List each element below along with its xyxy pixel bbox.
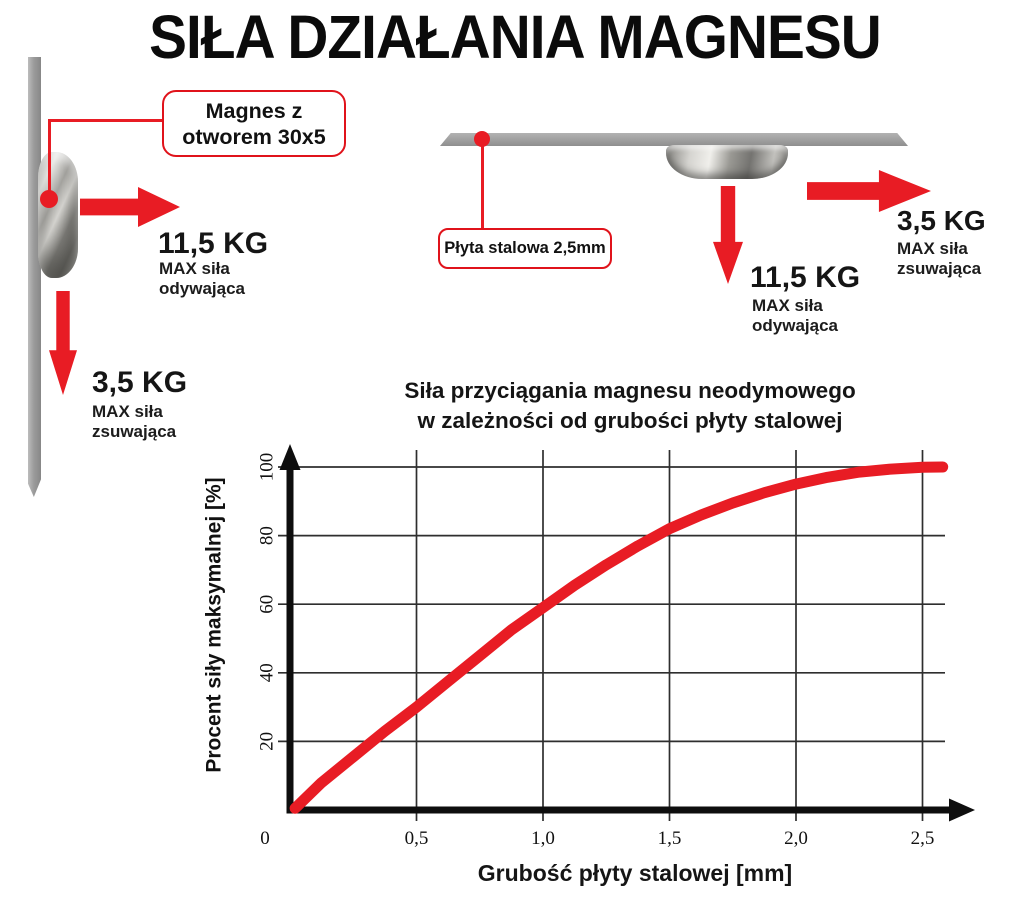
slide-force-caption: MAX siła zsuwająca xyxy=(897,239,982,278)
magnet-callout: Magnes z otworem 30x5 xyxy=(162,90,346,157)
slide-force-value: 3,5 KG xyxy=(897,205,986,236)
steel-plate-callout: Płyta stalowa 2,5mm xyxy=(438,228,612,269)
page-title: SIŁA DZIAŁANIA MAGNESU xyxy=(149,3,882,71)
svg-text:100: 100 xyxy=(257,453,278,482)
slide-force-caption: MAX siła zsuwająca xyxy=(92,402,177,441)
svg-text:1,5: 1,5 xyxy=(658,828,682,849)
svg-text:80: 80 xyxy=(257,526,278,545)
svg-text:1,0: 1,0 xyxy=(531,828,555,849)
slide-force-arrow-icon xyxy=(49,291,77,395)
pot-magnet-side-view xyxy=(38,152,78,278)
svg-text:2,5: 2,5 xyxy=(911,828,935,849)
svg-text:20: 20 xyxy=(257,732,278,751)
pull-force-caption: MAX siła odywająca xyxy=(159,259,245,298)
pull-force-value: 11,5 KG xyxy=(750,261,861,294)
horizontal-steel-plate xyxy=(440,133,908,146)
svg-text:0: 0 xyxy=(260,828,270,849)
plate-callout-connector xyxy=(481,143,484,230)
callout-connector-horizontal xyxy=(48,119,162,122)
svg-text:Procent siły maksymalnej [%]: Procent siły maksymalnej [%] xyxy=(203,477,226,772)
pull-force-caption: MAX siła odywająca xyxy=(752,296,838,335)
callout-anchor-dot xyxy=(40,190,58,208)
svg-text:0,5: 0,5 xyxy=(405,828,429,849)
pull-force-arrow-icon xyxy=(80,187,180,227)
vertical-steel-plate xyxy=(28,57,41,497)
plate-anchor-dot xyxy=(474,131,490,147)
pot-magnet-bottom-view xyxy=(666,145,788,179)
slide-force-value: 3,5 KG xyxy=(92,366,188,399)
chart-title: Siła przyciągania magnesu neodymowego w … xyxy=(404,378,856,433)
pull-force-arrow-icon xyxy=(713,186,743,284)
chart-x-axis-label: Grubość płyty stalowej [mm] xyxy=(477,860,793,886)
svg-text:2,0: 2,0 xyxy=(784,828,808,849)
pull-force-value: 11,5 KG xyxy=(158,227,269,260)
callout-connector-vertical xyxy=(48,119,51,199)
force-chart: 0 0,5 1,0 1,5 2,0 2,5 20 40 60 80 100 Procent siły … xyxy=(203,444,975,849)
svg-text:60: 60 xyxy=(257,595,278,614)
svg-text:40: 40 xyxy=(257,663,278,682)
